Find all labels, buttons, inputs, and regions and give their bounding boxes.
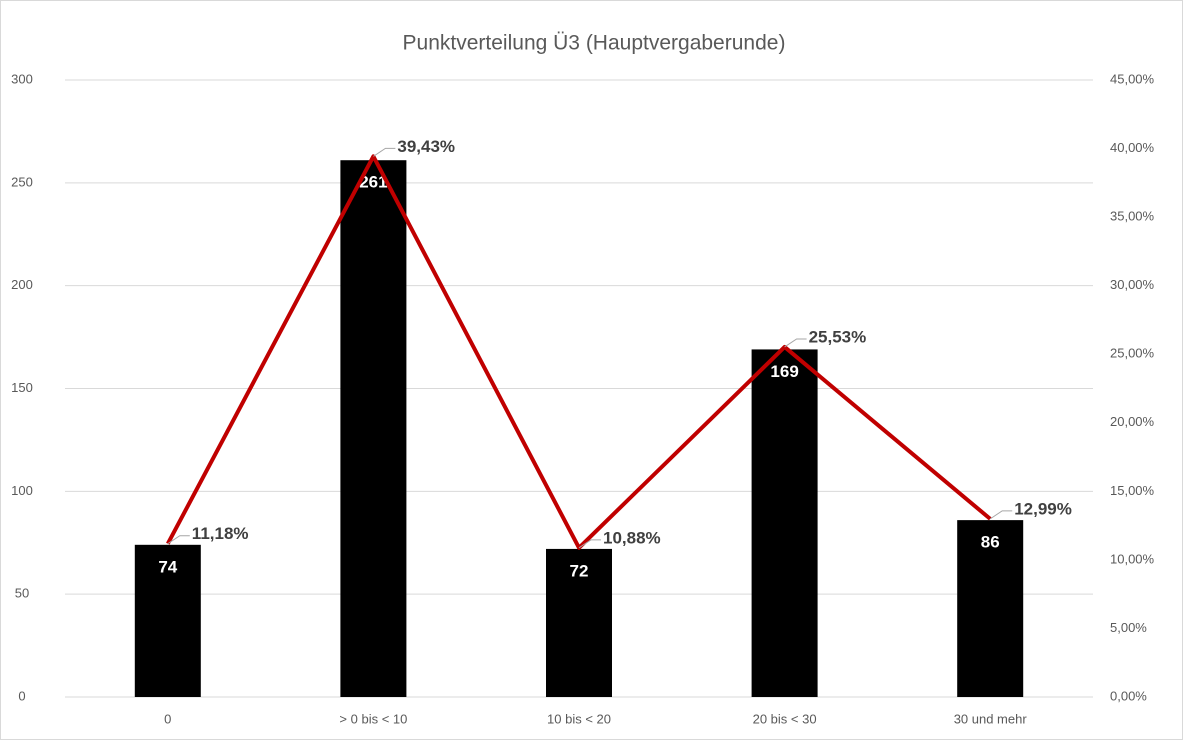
y2-tick-label: 45,00% <box>1110 71 1155 86</box>
y2-tick-label: 40,00% <box>1110 140 1155 155</box>
x-tick-label: > 0 bis < 10 <box>339 711 407 726</box>
y-tick-label: 100 <box>11 483 33 498</box>
line-label: 11,18% <box>192 524 249 543</box>
leader-line <box>167 535 190 545</box>
x-tick-label: 10 bis < 20 <box>547 711 611 726</box>
bar-label: 86 <box>981 533 1000 552</box>
y-tick-label: 50 <box>15 586 29 601</box>
y-tick-label: 250 <box>11 174 33 189</box>
leader-line <box>373 147 396 157</box>
bar-label: 74 <box>158 557 177 576</box>
line-label: 25,53% <box>809 327 867 346</box>
leader-line <box>784 338 807 348</box>
y-tick-label: 300 <box>11 71 33 86</box>
bar <box>957 520 1024 697</box>
y-tick-label: 200 <box>11 277 33 292</box>
x-tick-label: 0 <box>164 711 171 726</box>
y2-tick-label: 10,00% <box>1110 551 1155 566</box>
chart-title: Punktverteilung Ü3 (Hauptvergaberunde) <box>403 32 786 55</box>
y2-tick-label: 30,00% <box>1110 277 1155 292</box>
line-label: 10,88% <box>603 528 661 547</box>
line-label: 39,43% <box>397 137 455 156</box>
y-tick-label: 150 <box>11 380 33 395</box>
bar-label: 261 <box>359 173 387 192</box>
bar <box>751 349 818 697</box>
bar <box>134 544 201 697</box>
y2-tick-label: 35,00% <box>1110 209 1155 224</box>
y2-tick-label: 20,00% <box>1110 414 1155 429</box>
bar-label: 72 <box>570 561 589 580</box>
x-tick-label: 20 bis < 30 <box>753 711 817 726</box>
y2-tick-label: 25,00% <box>1110 346 1155 361</box>
line-label: 12,99% <box>1014 499 1072 518</box>
bar-label: 169 <box>770 362 798 381</box>
bar <box>340 160 407 697</box>
y-tick-label: 0 <box>18 688 25 703</box>
bar <box>546 548 612 697</box>
x-tick-label: 30 und mehr <box>954 711 1028 726</box>
y2-tick-label: 5,00% <box>1110 620 1147 635</box>
leader-line <box>989 510 1013 520</box>
leader-line <box>578 539 601 549</box>
y2-tick-label: 0,00% <box>1110 688 1147 703</box>
y2-tick-label: 15,00% <box>1110 483 1155 498</box>
